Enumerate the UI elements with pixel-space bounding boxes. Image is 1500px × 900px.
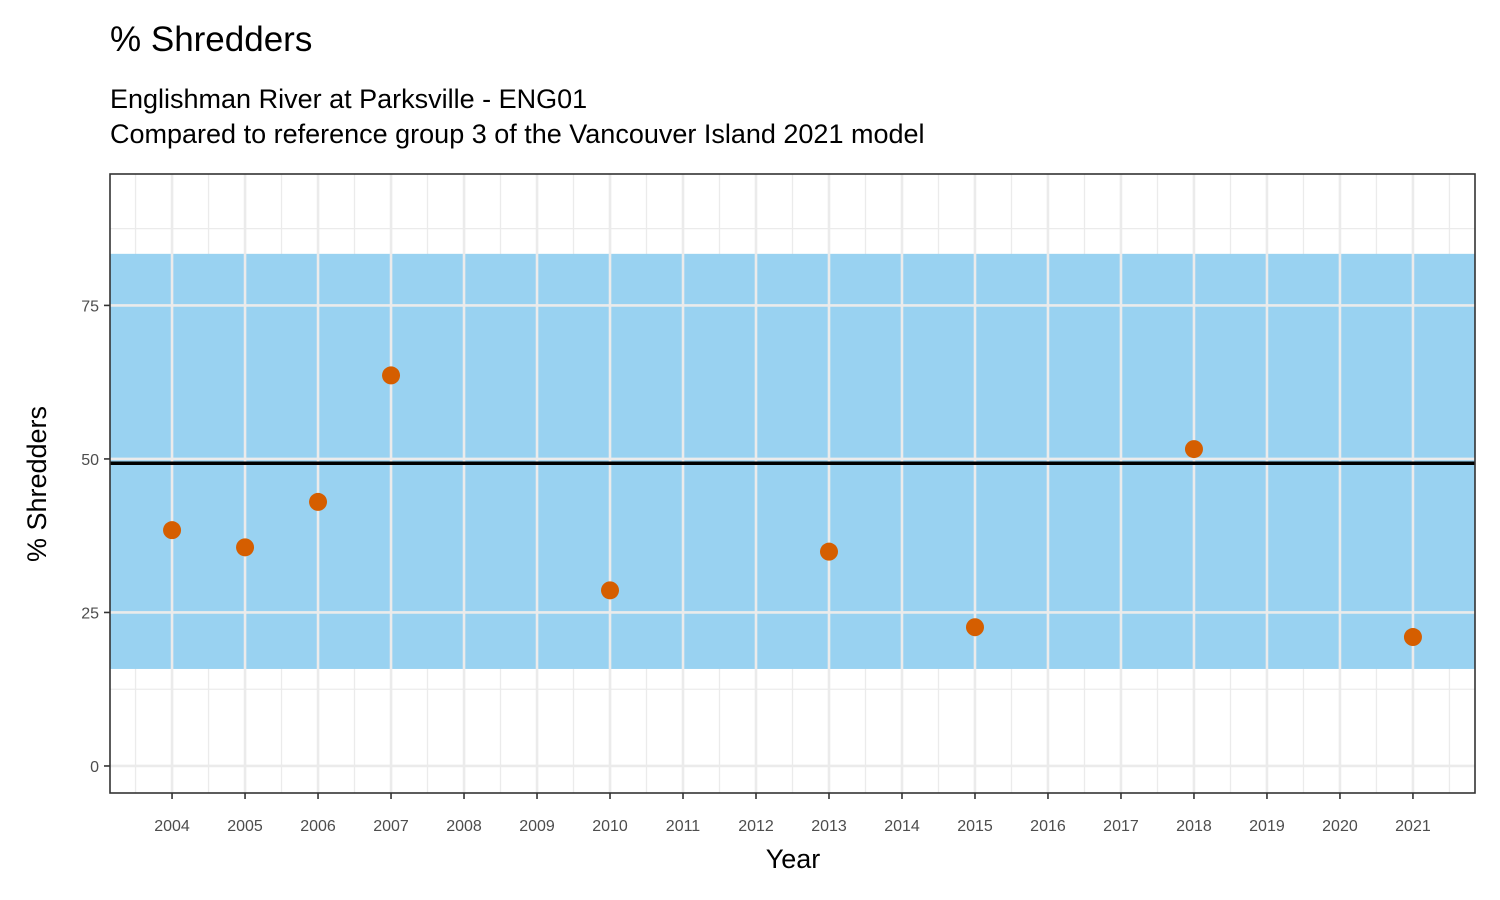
reference-band [110,253,1475,669]
y-tick-label-25: 25 [81,605,99,622]
chart-subtitle-line-2: Compared to reference group 3 of the Van… [110,119,925,149]
data-point-2018 [1184,440,1203,459]
x-tick-label-2009: 2009 [519,818,555,835]
plot-frame [109,173,1476,794]
data-point-2010 [601,581,620,600]
x-tick-label-2010: 2010 [592,818,628,835]
chart-title: % Shredders [110,20,312,59]
data-point-2015 [965,618,984,637]
y-tick-label-50: 50 [81,452,99,469]
chart-subtitle-line-1: Englishman River at Parksville - ENG01 [110,84,587,114]
x-tick-label-2006: 2006 [300,818,336,835]
x-tick-label-2011: 2011 [666,818,701,835]
y-tick-label-0: 0 [90,759,99,776]
data-point-2013 [819,542,838,561]
x-tick-label-2013: 2013 [811,818,847,835]
x-tick-label-2020: 2020 [1322,818,1358,835]
x-tick-label-2016: 2016 [1030,818,1066,835]
data-point-2004 [163,521,182,540]
y-axis-title: % Shredders [22,406,52,562]
x-tick-label-2017: 2017 [1103,818,1139,835]
x-tick-label-2005: 2005 [227,818,263,835]
x-tick-label-2019: 2019 [1249,818,1285,835]
reference-band-layer [110,253,1475,669]
x-tick-label-2007: 2007 [373,818,409,835]
plot-border [109,173,1476,794]
x-tick-label-2018: 2018 [1176,818,1212,835]
x-tick-label-2012: 2012 [738,818,774,835]
x-tick-label-2008: 2008 [446,818,482,835]
x-tick-label-2021: 2021 [1395,818,1431,835]
x-axis-ticks: 2004 2005 2006 2007 2008 2009 2010 2011 2012 2013… [154,793,1431,835]
x-tick-label-2015: 2015 [957,818,993,835]
x-axis-title: Year [766,844,821,874]
y-tick-label-75: 75 [81,298,99,315]
data-point-2006 [309,492,328,511]
data-point-2021 [1403,628,1422,647]
y-axis-ticks: 0 25 50 75 [81,298,110,776]
data-point-2007 [382,366,401,385]
x-tick-label-2014: 2014 [884,818,920,835]
data-points [163,366,1422,647]
data-point-2005 [236,538,255,557]
grid-major [110,174,1475,793]
x-tick-label-2004: 2004 [154,818,190,835]
